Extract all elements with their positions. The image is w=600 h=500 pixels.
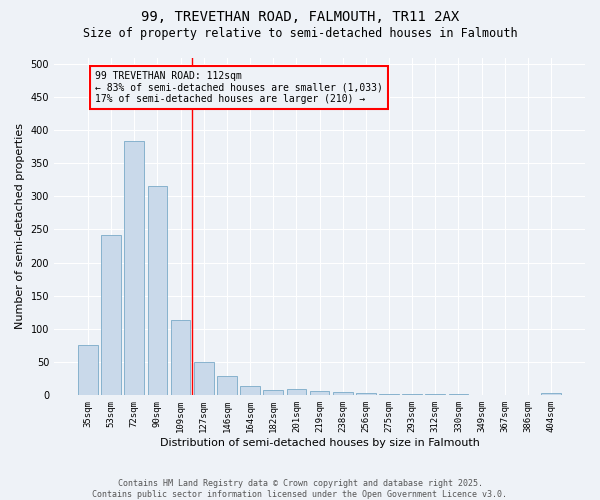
Bar	[171, 320, 190, 395]
Bar	[240, 386, 260, 395]
Bar	[310, 391, 329, 395]
Bar	[541, 393, 561, 395]
Bar	[78, 345, 98, 395]
Bar	[402, 394, 422, 395]
Bar	[263, 390, 283, 395]
Text: Size of property relative to semi-detached houses in Falmouth: Size of property relative to semi-detach…	[83, 28, 517, 40]
Bar	[425, 394, 445, 395]
Y-axis label: Number of semi-detached properties: Number of semi-detached properties	[15, 123, 25, 329]
Bar	[449, 394, 468, 395]
Bar	[287, 389, 306, 395]
Text: Contains HM Land Registry data © Crown copyright and database right 2025.: Contains HM Land Registry data © Crown c…	[118, 479, 482, 488]
Bar	[194, 362, 214, 395]
Bar	[124, 141, 144, 395]
Bar	[379, 394, 399, 395]
Bar	[356, 393, 376, 395]
Text: 99, TREVETHAN ROAD, FALMOUTH, TR11 2AX: 99, TREVETHAN ROAD, FALMOUTH, TR11 2AX	[141, 10, 459, 24]
Text: Contains public sector information licensed under the Open Government Licence v3: Contains public sector information licen…	[92, 490, 508, 499]
Bar	[333, 392, 353, 395]
X-axis label: Distribution of semi-detached houses by size in Falmouth: Distribution of semi-detached houses by …	[160, 438, 479, 448]
Bar	[217, 376, 237, 395]
Bar	[148, 186, 167, 395]
Bar	[101, 235, 121, 395]
Text: 99 TREVETHAN ROAD: 112sqm
← 83% of semi-detached houses are smaller (1,033)
17% : 99 TREVETHAN ROAD: 112sqm ← 83% of semi-…	[95, 70, 383, 104]
